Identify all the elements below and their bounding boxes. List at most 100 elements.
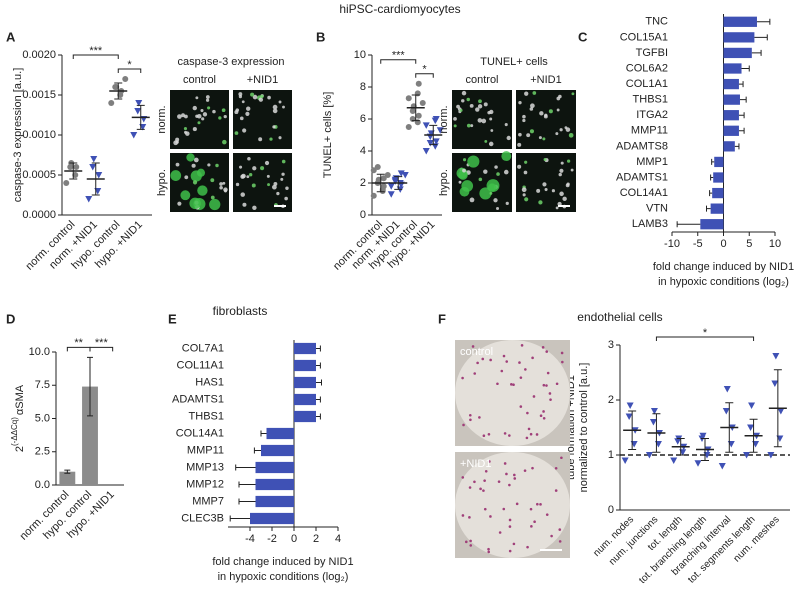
cell <box>278 100 282 104</box>
cell <box>264 160 270 166</box>
cell <box>246 106 251 111</box>
cell <box>260 94 264 99</box>
cell <box>258 137 263 142</box>
tube-node <box>505 360 509 363</box>
cell <box>551 189 555 193</box>
bar <box>723 63 742 74</box>
image-label: control <box>460 346 493 358</box>
y-tick-label: 0 <box>360 209 366 221</box>
sd-whisker <box>725 402 734 453</box>
cell <box>538 200 543 205</box>
cell <box>559 168 564 173</box>
data-point <box>772 353 780 360</box>
y-tick-label: 8 <box>360 81 366 93</box>
cell <box>470 124 474 128</box>
cell <box>258 97 264 102</box>
panel-letter: E <box>168 311 177 326</box>
data-point <box>85 196 93 203</box>
y-tick-label: 0.0010 <box>22 129 56 141</box>
data-point <box>422 122 430 129</box>
cell <box>478 99 482 104</box>
tube-node <box>468 516 471 519</box>
tube-node <box>542 383 546 387</box>
tube-node <box>503 432 507 435</box>
cell <box>489 191 493 195</box>
data-point <box>397 170 405 177</box>
tube-node <box>510 383 513 386</box>
image-label: +NID1 <box>460 458 492 470</box>
tube-node <box>487 547 490 551</box>
category-label: COL1A1 <box>626 78 668 90</box>
cell <box>177 114 182 119</box>
sd-whisker <box>114 82 123 100</box>
cell <box>252 205 257 211</box>
category-label: THBS1 <box>633 94 668 106</box>
category-label: ADAMTS1 <box>172 393 224 405</box>
cell <box>466 123 471 128</box>
data-point <box>401 172 409 179</box>
y-tick-label: 5.0 <box>35 412 50 424</box>
cell <box>247 156 251 161</box>
error-bar <box>738 81 744 88</box>
sd-whisker <box>376 173 385 193</box>
micrograph-vignette <box>455 340 570 446</box>
micrograph-vignette <box>455 452 570 558</box>
data-point <box>419 100 426 106</box>
y-axis-label: normalized to control [a.u.] <box>578 363 590 493</box>
tube-node <box>519 405 523 408</box>
bar <box>250 512 294 525</box>
cell <box>542 182 547 187</box>
data-point <box>718 463 726 470</box>
tube-node <box>548 392 552 395</box>
cell <box>477 104 483 109</box>
tube-node <box>489 515 492 518</box>
image-row-label: norm. <box>438 105 450 133</box>
cell <box>235 182 240 187</box>
cell <box>272 104 278 110</box>
cell <box>240 192 245 197</box>
sd-whisker <box>701 438 709 461</box>
panel-letter: D <box>6 311 15 326</box>
sd-whisker <box>394 176 403 190</box>
y-tick-label: 10.0 <box>29 346 50 358</box>
tube-node <box>536 502 539 506</box>
tube-node <box>532 395 536 398</box>
bar <box>723 78 739 90</box>
tube-node <box>529 432 533 436</box>
data-point <box>747 424 755 431</box>
data-point <box>380 175 387 182</box>
category-label: MMP7 <box>192 495 224 507</box>
panel-letter: A <box>6 29 16 44</box>
y-tick-label: 10 <box>354 49 366 61</box>
tube-node <box>531 356 534 360</box>
tube-node <box>505 472 508 476</box>
cell <box>469 103 474 108</box>
data-point <box>384 172 391 178</box>
data-point <box>409 108 416 114</box>
cell <box>276 191 280 196</box>
cell <box>175 140 179 144</box>
category-label: ITGA2 <box>636 109 668 121</box>
cell <box>524 197 529 202</box>
category-label: ADAMTS8 <box>616 140 668 152</box>
data-point <box>722 408 730 415</box>
y-tick-label: 2 <box>608 394 614 406</box>
cell <box>469 197 475 203</box>
cell <box>522 118 526 123</box>
category-label: THBS1 <box>189 410 224 422</box>
tube-node <box>560 351 564 355</box>
cell <box>539 111 544 116</box>
cell <box>209 198 221 211</box>
cell <box>252 166 257 171</box>
cell <box>223 114 227 119</box>
cell <box>241 100 245 104</box>
y-tick-label: 0.0 <box>35 479 50 491</box>
cell <box>272 125 276 129</box>
cell <box>548 109 553 114</box>
tube-node <box>461 376 464 380</box>
tube-node <box>554 466 558 470</box>
cell <box>517 164 522 169</box>
y-tick-label: 4 <box>360 145 366 157</box>
cell <box>543 157 547 162</box>
cell <box>504 123 508 127</box>
